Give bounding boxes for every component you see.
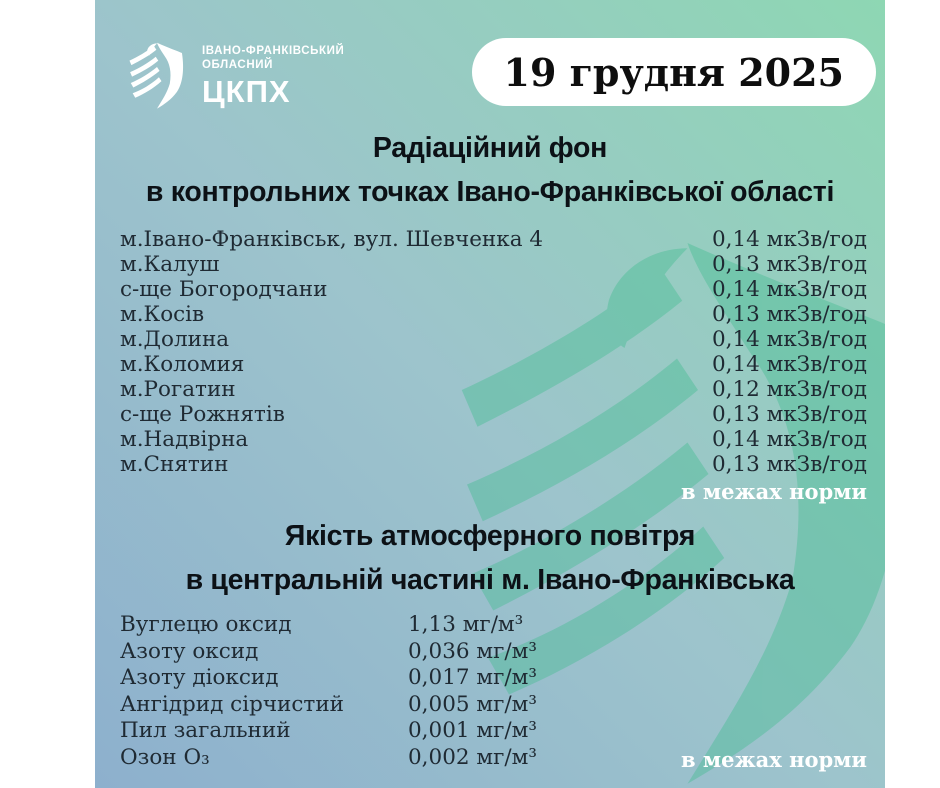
value-cell: 0,13 мкЗв/год xyxy=(711,402,867,427)
air-title-line2: в центральній частині м. Івано-Франківсь… xyxy=(185,564,795,596)
org-name-line1: ІВАНО-ФРАНКІВСЬКИЙ xyxy=(202,45,345,57)
org-logo-text: ІВАНО-ФРАНКІВСЬКИЙ ОБЛАСНИЙ ЦКПХ xyxy=(202,40,344,109)
value-cell: 0,002 мг/м³ xyxy=(408,744,537,770)
location-cell: м.Надвірна xyxy=(120,427,249,452)
value-cell: 0,14 мкЗв/год xyxy=(711,277,867,302)
pollutant-cell: Пил загальний xyxy=(120,718,291,743)
date-text: 19 грудня 2025 xyxy=(503,49,845,95)
location-cell: м.Косів xyxy=(120,302,205,327)
location-cell: с-ще Рожнятів xyxy=(120,402,285,427)
table-row: Озон О₃ 0,002 мг/м³ xyxy=(120,745,867,772)
radiation-section-title: Радіаційний фон в контрольних точках Іва… xyxy=(95,126,885,214)
location-cell: м.Снятин xyxy=(120,452,229,477)
table-row: Вуглецю оксид 1,13 мг/м³ xyxy=(120,612,867,639)
bulletin-card: ІВАНО-ФРАНКІВСЬКИЙ ОБЛАСНИЙ ЦКПХ 19 груд… xyxy=(95,0,885,788)
table-row: м.Івано-Франківськ, вул. Шевченка 4 0,14… xyxy=(120,227,867,252)
value-cell: 0,017 мг/м³ xyxy=(408,665,537,690)
pollutant-cell: Азоту діоксид xyxy=(120,665,279,690)
radiation-title-line2: в контрольних точках Івано-Франківської … xyxy=(145,176,835,208)
radiation-title-line1: Радіаційний фон xyxy=(372,132,608,164)
table-row: м.Долина 0,14 мкЗв/год xyxy=(120,327,867,352)
table-row: с-ще Богородчани 0,14 мкЗв/год xyxy=(120,277,867,302)
table-row: м.Калуш 0,13 мкЗв/год xyxy=(120,252,867,277)
table-row: Азоту оксид 0,036 мг/м³ xyxy=(120,639,867,666)
air-quality-table: Вуглецю оксид 1,13 мг/м³ Азоту оксид 0,0… xyxy=(120,612,867,771)
table-row: м.Косів 0,13 мкЗв/год xyxy=(120,302,867,327)
pollutant-cell: Азоту оксид xyxy=(120,638,259,664)
value-cell: 0,14 мкЗв/год xyxy=(711,327,867,352)
value-cell: 0,12 мкЗв/год xyxy=(711,377,867,402)
table-row: Ангідрид сірчистий 0,005 мг/м³ xyxy=(120,692,867,719)
value-cell: 0,13 мкЗв/год xyxy=(711,302,867,327)
value-cell: 0,14 мкЗв/год xyxy=(711,427,867,452)
org-logo: ІВАНО-ФРАНКІВСЬКИЙ ОБЛАСНИЙ ЦКПХ xyxy=(125,40,344,112)
value-cell: 0,005 мг/м³ xyxy=(408,691,537,717)
value-cell: 0,036 мг/м³ xyxy=(408,638,537,664)
value-cell: 0,001 мг/м³ xyxy=(408,718,537,743)
table-row: Азоту діоксид 0,017 мг/м³ xyxy=(120,665,867,692)
table-row: м.Коломия 0,14 мкЗв/год xyxy=(120,352,867,377)
radiation-status-badge: в межах норми xyxy=(680,479,867,504)
pollutant-cell: Вуглецю оксид xyxy=(120,612,292,637)
radiation-table: м.Івано-Франківськ, вул. Шевченка 4 0,14… xyxy=(120,227,867,504)
location-cell: м.Долина xyxy=(120,327,230,352)
location-cell: м.Івано-Франківськ, вул. Шевченка 4 xyxy=(120,227,544,252)
table-row: м.Надвірна 0,14 мкЗв/год xyxy=(120,427,867,452)
table-row: с-ще Рожнятів 0,13 мкЗв/год xyxy=(120,402,867,427)
location-cell: м.Калуш xyxy=(120,252,220,277)
value-cell: 0,13 мкЗв/год xyxy=(711,252,867,277)
value-cell: 0,14 мкЗв/год xyxy=(711,227,867,252)
location-cell: м.Коломия xyxy=(120,352,245,377)
air-section-title: Якість атмосферного повітря в центральні… xyxy=(95,514,885,602)
value-cell: 0,13 мкЗв/год xyxy=(711,452,867,477)
org-name-line2: ОБЛАСНИЙ xyxy=(202,59,273,71)
air-status-badge: в межах норми xyxy=(680,747,867,772)
date-badge: 19 грудня 2025 xyxy=(471,38,876,106)
org-abbr: ЦКПХ xyxy=(202,74,291,109)
location-cell: м.Рогатин xyxy=(120,377,236,402)
pollutant-cell: Ангідрид сірчистий xyxy=(120,691,344,717)
value-cell: 0,14 мкЗв/год xyxy=(711,352,867,377)
pollutant-cell: Озон О₃ xyxy=(120,744,210,770)
table-row: м.Рогатин 0,12 мкЗв/год xyxy=(120,377,867,402)
shield-logo-icon xyxy=(129,42,184,109)
value-cell: 1,13 мг/м³ xyxy=(408,612,524,637)
table-row: Пил загальний 0,001 мг/м³ xyxy=(120,718,867,745)
table-row: м.Снятин 0,13 мкЗв/год xyxy=(120,452,867,477)
location-cell: с-ще Богородчани xyxy=(120,277,328,302)
air-title-line1: Якість атмосферного повітря xyxy=(284,520,696,552)
